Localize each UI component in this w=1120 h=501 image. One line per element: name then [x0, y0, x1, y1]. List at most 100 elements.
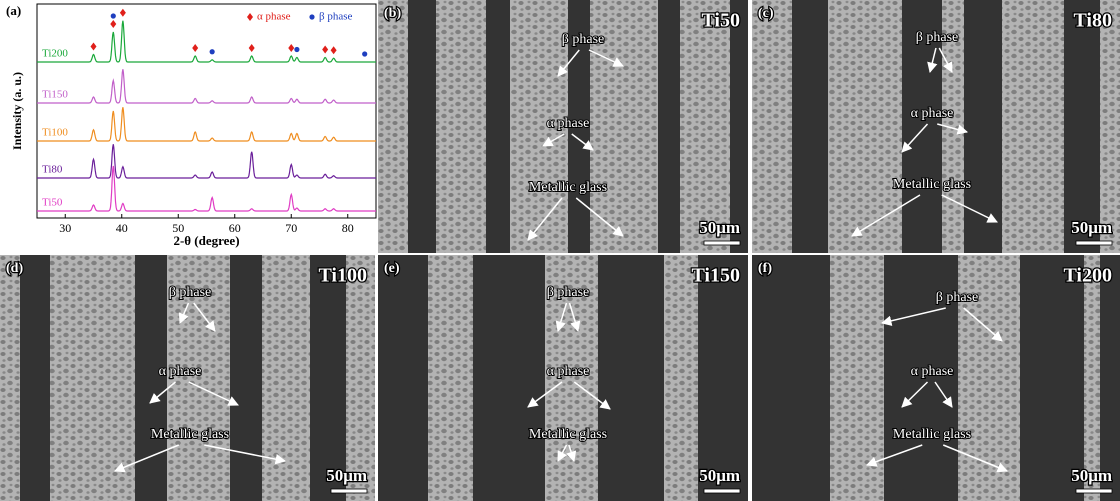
glass-band [408, 0, 436, 253]
arrow [557, 49, 580, 77]
xrd-curve [37, 144, 376, 179]
series-label: Ti150 [42, 89, 68, 101]
x-tick-label: 50 [172, 221, 184, 235]
micrograph: (f) Ti200 β phase α phase Metallic glass 50μm [752, 255, 1120, 501]
annotation: β phase [916, 30, 959, 45]
alpha-marker [90, 42, 97, 51]
y-axis-label: Intensity (a. u.) [10, 72, 24, 150]
glass-band [473, 255, 545, 501]
annotation: α phase [547, 116, 590, 131]
arrow [573, 381, 611, 410]
series-label: Ti80 [42, 164, 63, 176]
series-label: Ti50 [42, 197, 63, 209]
arrow [927, 47, 938, 74]
xrd-curve [37, 107, 376, 142]
micrograph: (c) Ti80 β phase α phase Metallic glass 50μm [752, 0, 1120, 253]
alpha-marker [119, 8, 126, 17]
panel-label: (e) [384, 261, 400, 276]
arrow [527, 381, 563, 408]
micrograph: (b) Ti50 β phase α phase Metallic glass 50μm [378, 0, 748, 253]
alpha-marker [248, 44, 255, 52]
glass-band [1020, 255, 1084, 501]
glass-band [658, 0, 680, 253]
annotation: α phase [547, 364, 590, 379]
arrow [566, 444, 577, 463]
arrow [542, 133, 565, 147]
scale-bar-label: 50μm [326, 466, 367, 485]
micrograph-bg [378, 0, 748, 253]
alpha-marker [288, 43, 295, 52]
scale-bar-label: 50μm [1071, 218, 1112, 237]
scale-bar [703, 240, 741, 246]
annotation: α phase [911, 106, 954, 121]
annotation: Metallic glass [151, 427, 229, 442]
legend-label: β phase [319, 11, 353, 23]
arrow [941, 194, 998, 223]
arrow [588, 49, 624, 67]
glass-band [20, 255, 50, 501]
glass-band [310, 255, 346, 501]
arrow [178, 302, 190, 324]
glass-band [486, 0, 510, 253]
annotation: α phase [159, 364, 202, 379]
annotation: Metallic glass [893, 177, 971, 192]
alpha-marker [322, 45, 329, 54]
glass-band [378, 255, 428, 501]
arrow [204, 444, 287, 465]
glass-band [730, 0, 748, 253]
glass-band [884, 255, 958, 501]
annotation: Metallic glass [893, 427, 971, 442]
glass-band [1100, 255, 1120, 501]
xrd-curve [37, 20, 376, 63]
panel-label: (d) [6, 261, 23, 276]
x-tick-label: 70 [285, 221, 297, 235]
glass-band [752, 255, 830, 501]
beta-marker [362, 51, 368, 57]
arrow [557, 444, 568, 462]
arrow [866, 444, 923, 467]
xrd-curve [37, 165, 376, 212]
micrograph: (d) Ti100 β phase α phase Metallic glass 50μm [0, 255, 375, 501]
beta-marker [110, 13, 116, 19]
scale-bar-label: 50μm [699, 466, 740, 485]
glass-band [598, 255, 664, 501]
arrow [193, 302, 216, 332]
x-axis-label: 2-θ (degree) [173, 233, 239, 248]
arrow [571, 133, 594, 151]
beta-marker [294, 46, 300, 53]
annotation: Metallic glass [529, 427, 607, 442]
alpha-marker [192, 44, 199, 52]
scale-bar [1075, 240, 1113, 246]
arrow [938, 47, 953, 73]
legend-symbol [309, 14, 315, 20]
micrograph: (e) Ti150 β phase α phase Metallic glass 50μm [378, 255, 748, 501]
arrow [568, 302, 581, 333]
xrd-curve [37, 69, 376, 104]
arrow [937, 123, 969, 135]
arrow [149, 381, 176, 404]
plot-frame [36, 3, 377, 219]
glass-band [568, 0, 590, 253]
arrow [527, 197, 563, 241]
arrow [934, 381, 953, 408]
scale-bar [1075, 488, 1113, 494]
x-tick-label: 30 [59, 221, 71, 235]
scale-bar [330, 488, 368, 494]
glass-band [792, 0, 828, 253]
sample-label: Ti150 [691, 265, 740, 287]
annotation: α phase [911, 364, 954, 379]
glass-band [698, 255, 748, 501]
legend-label: α phase [257, 11, 291, 23]
x-tick-label: 80 [342, 221, 354, 235]
sample-label: Ti100 [318, 265, 367, 287]
annotation: β phase [562, 32, 605, 47]
annotation: β phase [936, 290, 979, 305]
arrow [575, 197, 624, 237]
scale-bar-label: 50μm [699, 218, 740, 237]
x-tick-label: 40 [116, 221, 128, 235]
glass-band [902, 0, 942, 253]
glass-band [964, 0, 1002, 253]
x-tick-label: 60 [229, 221, 241, 235]
panel-label: (a) [6, 3, 21, 18]
